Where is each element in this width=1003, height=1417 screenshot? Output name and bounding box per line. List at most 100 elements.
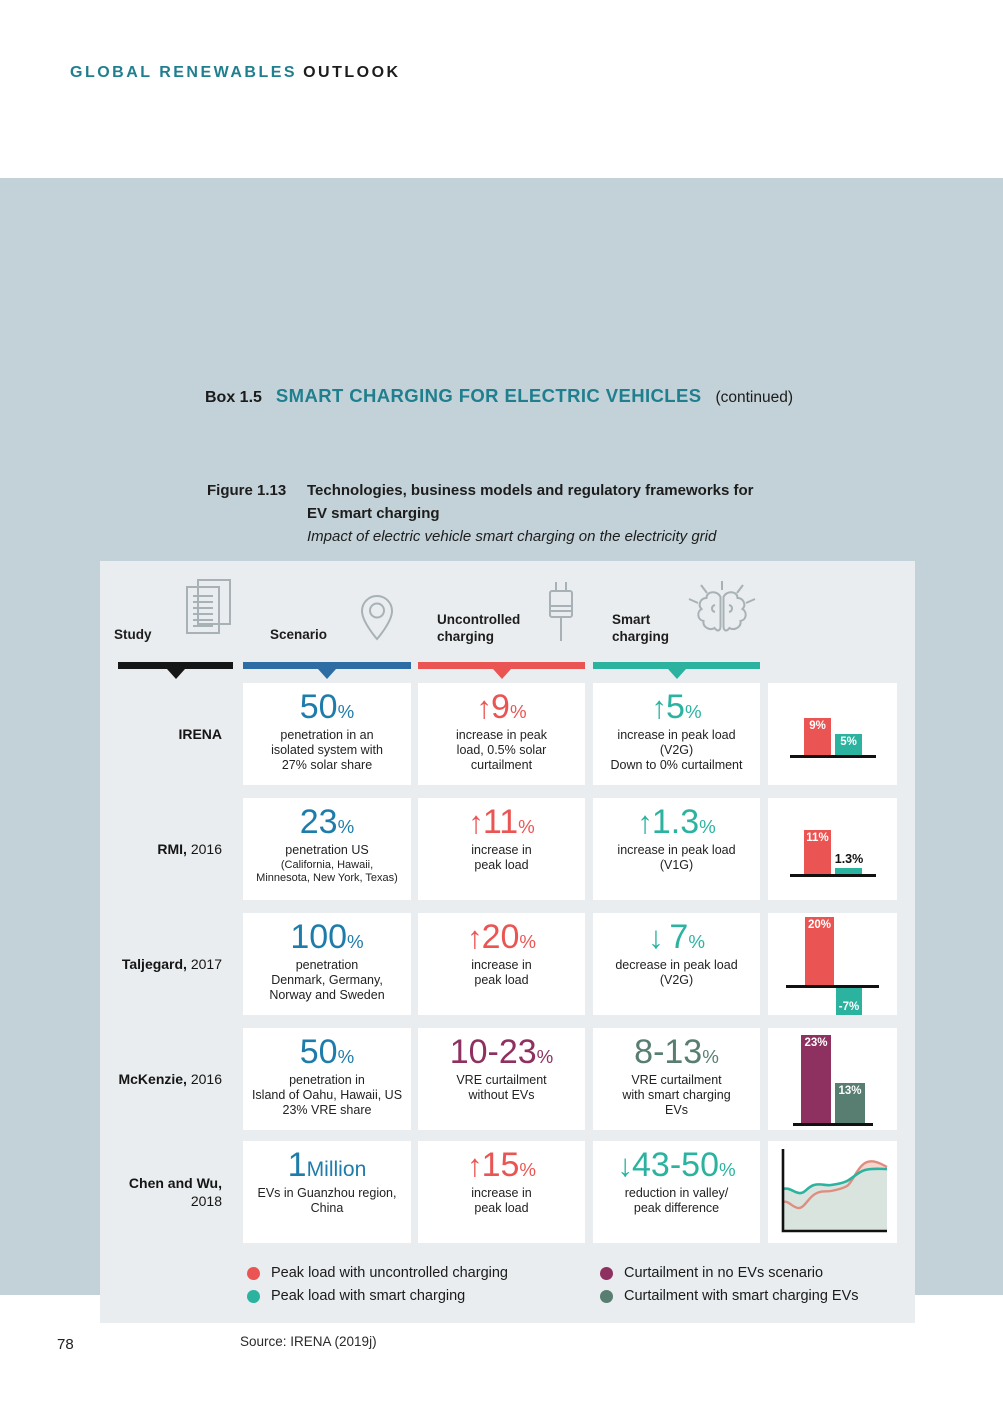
scenario-cell: 100% penetration Denmark, Germany, Norwa… — [243, 913, 411, 1015]
column-header-smart: Smart charging — [612, 612, 670, 644]
figure-caption: Figure 1.13 Technologies, business model… — [207, 480, 754, 549]
uncontrolled-cell: ↑15% increase in peak load — [418, 1141, 585, 1243]
uncontrolled-value: ↑11% — [468, 803, 535, 841]
scenario-value: 1Million — [287, 1146, 367, 1184]
uncontrolled-cell: ↑9% increase in peak load, 0.5% solar cu… — [418, 683, 585, 785]
uncontrolled-value: ↑9% — [476, 688, 527, 726]
chart-baseline — [790, 874, 876, 877]
scenario-cell: 50% penetration in Island of Oahu, Hawai… — [243, 1028, 411, 1130]
documents-icon — [180, 577, 236, 641]
legend-dot-smart — [247, 1289, 260, 1303]
report-header: GLOBAL RENEWABLES OUTLOOK — [70, 64, 401, 82]
uncontrolled-value: ↑15% — [466, 1146, 537, 1184]
chart-baseline — [786, 985, 879, 988]
bar-curtailment-no-evs: 23% — [801, 1035, 831, 1123]
smart-value: ↓ 7% — [648, 918, 705, 956]
study-label: Taljegard, 2017 — [121, 955, 222, 972]
table-row: McKenzie, 2016 50% penetration in Island… — [100, 1028, 915, 1130]
legend-item: Curtailment in no EVs scenario — [600, 1265, 823, 1281]
scenario-value: 100% — [290, 918, 364, 956]
bar-uncontrolled: 11% — [804, 830, 831, 874]
smart-cell: ↑5% increase in peak load (V2G) Down to … — [593, 683, 760, 785]
source-note: Source: IRENA (2019j) — [240, 1334, 377, 1349]
line-uncontrolled — [782, 1160, 888, 1210]
box-title-row: Box 1.5 SMART CHARGING FOR ELECTRIC VEHI… — [205, 385, 793, 407]
brand-primary: GLOBAL RENEWABLES — [70, 64, 298, 81]
legend-item: Curtailment with smart charging EVs — [600, 1288, 859, 1304]
uncontrolled-column-rule — [418, 662, 585, 679]
smart-value: ↓43-50% — [617, 1146, 736, 1184]
column-header-scenario: Scenario — [270, 627, 328, 642]
chart-axes — [781, 1149, 887, 1233]
study-label: RMI, 2016 — [157, 840, 222, 857]
smart-value: ↑5% — [651, 688, 702, 726]
legend-item: Peak load with uncontrolled charging — [247, 1265, 508, 1281]
scenario-column-rule — [243, 662, 411, 679]
scenario-cell: 1Million EVs in Guanzhou region, China — [243, 1141, 411, 1243]
smart-cell: ↑1.3% increase in peak load (V1G) — [593, 798, 760, 900]
uncontrolled-cell: 10-23% VRE curtailment without EVs — [418, 1028, 585, 1130]
chart-baseline — [790, 755, 876, 758]
box-panel: Box 1.5 SMART CHARGING FOR ELECTRIC VEHI… — [0, 178, 1003, 1349]
mini-line-chart — [768, 1141, 897, 1243]
area-smart — [783, 1168, 887, 1231]
column-header-study: Study — [114, 627, 152, 642]
bar-curtailment-smart: 13% — [835, 1083, 865, 1123]
brain-icon — [683, 577, 761, 645]
bar-uncontrolled: 9% — [804, 718, 831, 755]
box-title: SMART CHARGING FOR ELECTRIC VEHICLES — [275, 385, 702, 406]
map-pin-icon — [359, 594, 395, 642]
figure-label: Figure 1.13 — [207, 482, 287, 499]
bar-smart-label: 1.3% — [834, 852, 864, 866]
box-label: Box 1.5 — [205, 389, 262, 406]
figure-title: Technologies, business models and regula… — [307, 482, 754, 522]
plug-icon — [544, 581, 578, 643]
column-header-uncontrolled: Uncontrolled charging — [437, 612, 521, 644]
mini-bar-chart: 20% -7% — [768, 913, 897, 1015]
bar-uncontrolled: 20% — [805, 917, 834, 985]
bar-smart: 5% — [835, 734, 862, 755]
study-label: Chen and Wu, 2018 — [128, 1174, 222, 1209]
figure-table: Study Scenario Uncontrolled charging — [100, 561, 915, 1323]
study-label: McKenzie, 2016 — [118, 1070, 222, 1087]
legend-dot-uncontrolled — [247, 1266, 260, 1280]
scenario-pointer-icon — [318, 669, 336, 679]
bar-smart — [835, 868, 862, 874]
mini-bar-chart: 9% 5% — [768, 683, 897, 785]
figure-subtitle: Impact of electric vehicle smart chargin… — [307, 528, 717, 545]
scenario-cell: 50% penetration in an isolated system wi… — [243, 683, 411, 785]
scenario-value: 50% — [299, 1033, 355, 1071]
uncontrolled-cell: ↑11% increase in peak load — [418, 798, 585, 900]
box-continued: (continued) — [715, 389, 793, 406]
legend-dot-curtailment-smart — [600, 1289, 613, 1303]
study-pointer-icon — [166, 669, 185, 679]
chart-baseline — [793, 1123, 873, 1126]
table-row: RMI, 2016 23% penetration US (California… — [100, 798, 915, 900]
table-row: Chen and Wu, 2018 1Million EVs in Guanzh… — [100, 1141, 915, 1243]
uncontrolled-value: ↑20% — [466, 918, 537, 956]
smart-cell: ↓43-50% reduction in valley/ peak differ… — [593, 1141, 760, 1243]
mini-bar-chart: 23% 13% — [768, 1028, 897, 1130]
mini-bar-chart: 11% 1.3% — [768, 798, 897, 900]
uncontrolled-value: 10-23% — [449, 1033, 554, 1071]
bar-smart-negative: -7% — [836, 988, 862, 1015]
scenario-value: 50% — [299, 688, 355, 726]
legend-dot-curtailment-no-evs — [600, 1266, 613, 1280]
line-smart — [782, 1167, 888, 1195]
table-row: Taljegard, 2017 100% penetration Denmark… — [100, 913, 915, 1015]
smart-pointer-icon — [667, 669, 686, 679]
uncontrolled-pointer-icon — [492, 669, 511, 679]
smart-column-rule — [593, 662, 760, 679]
brand-secondary: OUTLOOK — [303, 64, 401, 81]
smart-cell: ↓ 7% decrease in peak load (V2G) — [593, 913, 760, 1015]
smart-value: 8-13% — [634, 1033, 719, 1071]
study-label: IRENA — [178, 725, 222, 742]
table-row: IRENA 50% penetration in an isolated sys… — [100, 683, 915, 785]
legend-item: Peak load with smart charging — [247, 1288, 465, 1304]
smart-value: ↑1.3% — [637, 803, 716, 841]
scenario-value: 23% — [299, 803, 355, 841]
scenario-cell: 23% penetration US (California, Hawaii, … — [243, 798, 411, 900]
page-number: 78 — [57, 1336, 74, 1353]
smart-cell: 8-13% VRE curtailment with smart chargin… — [593, 1028, 760, 1130]
